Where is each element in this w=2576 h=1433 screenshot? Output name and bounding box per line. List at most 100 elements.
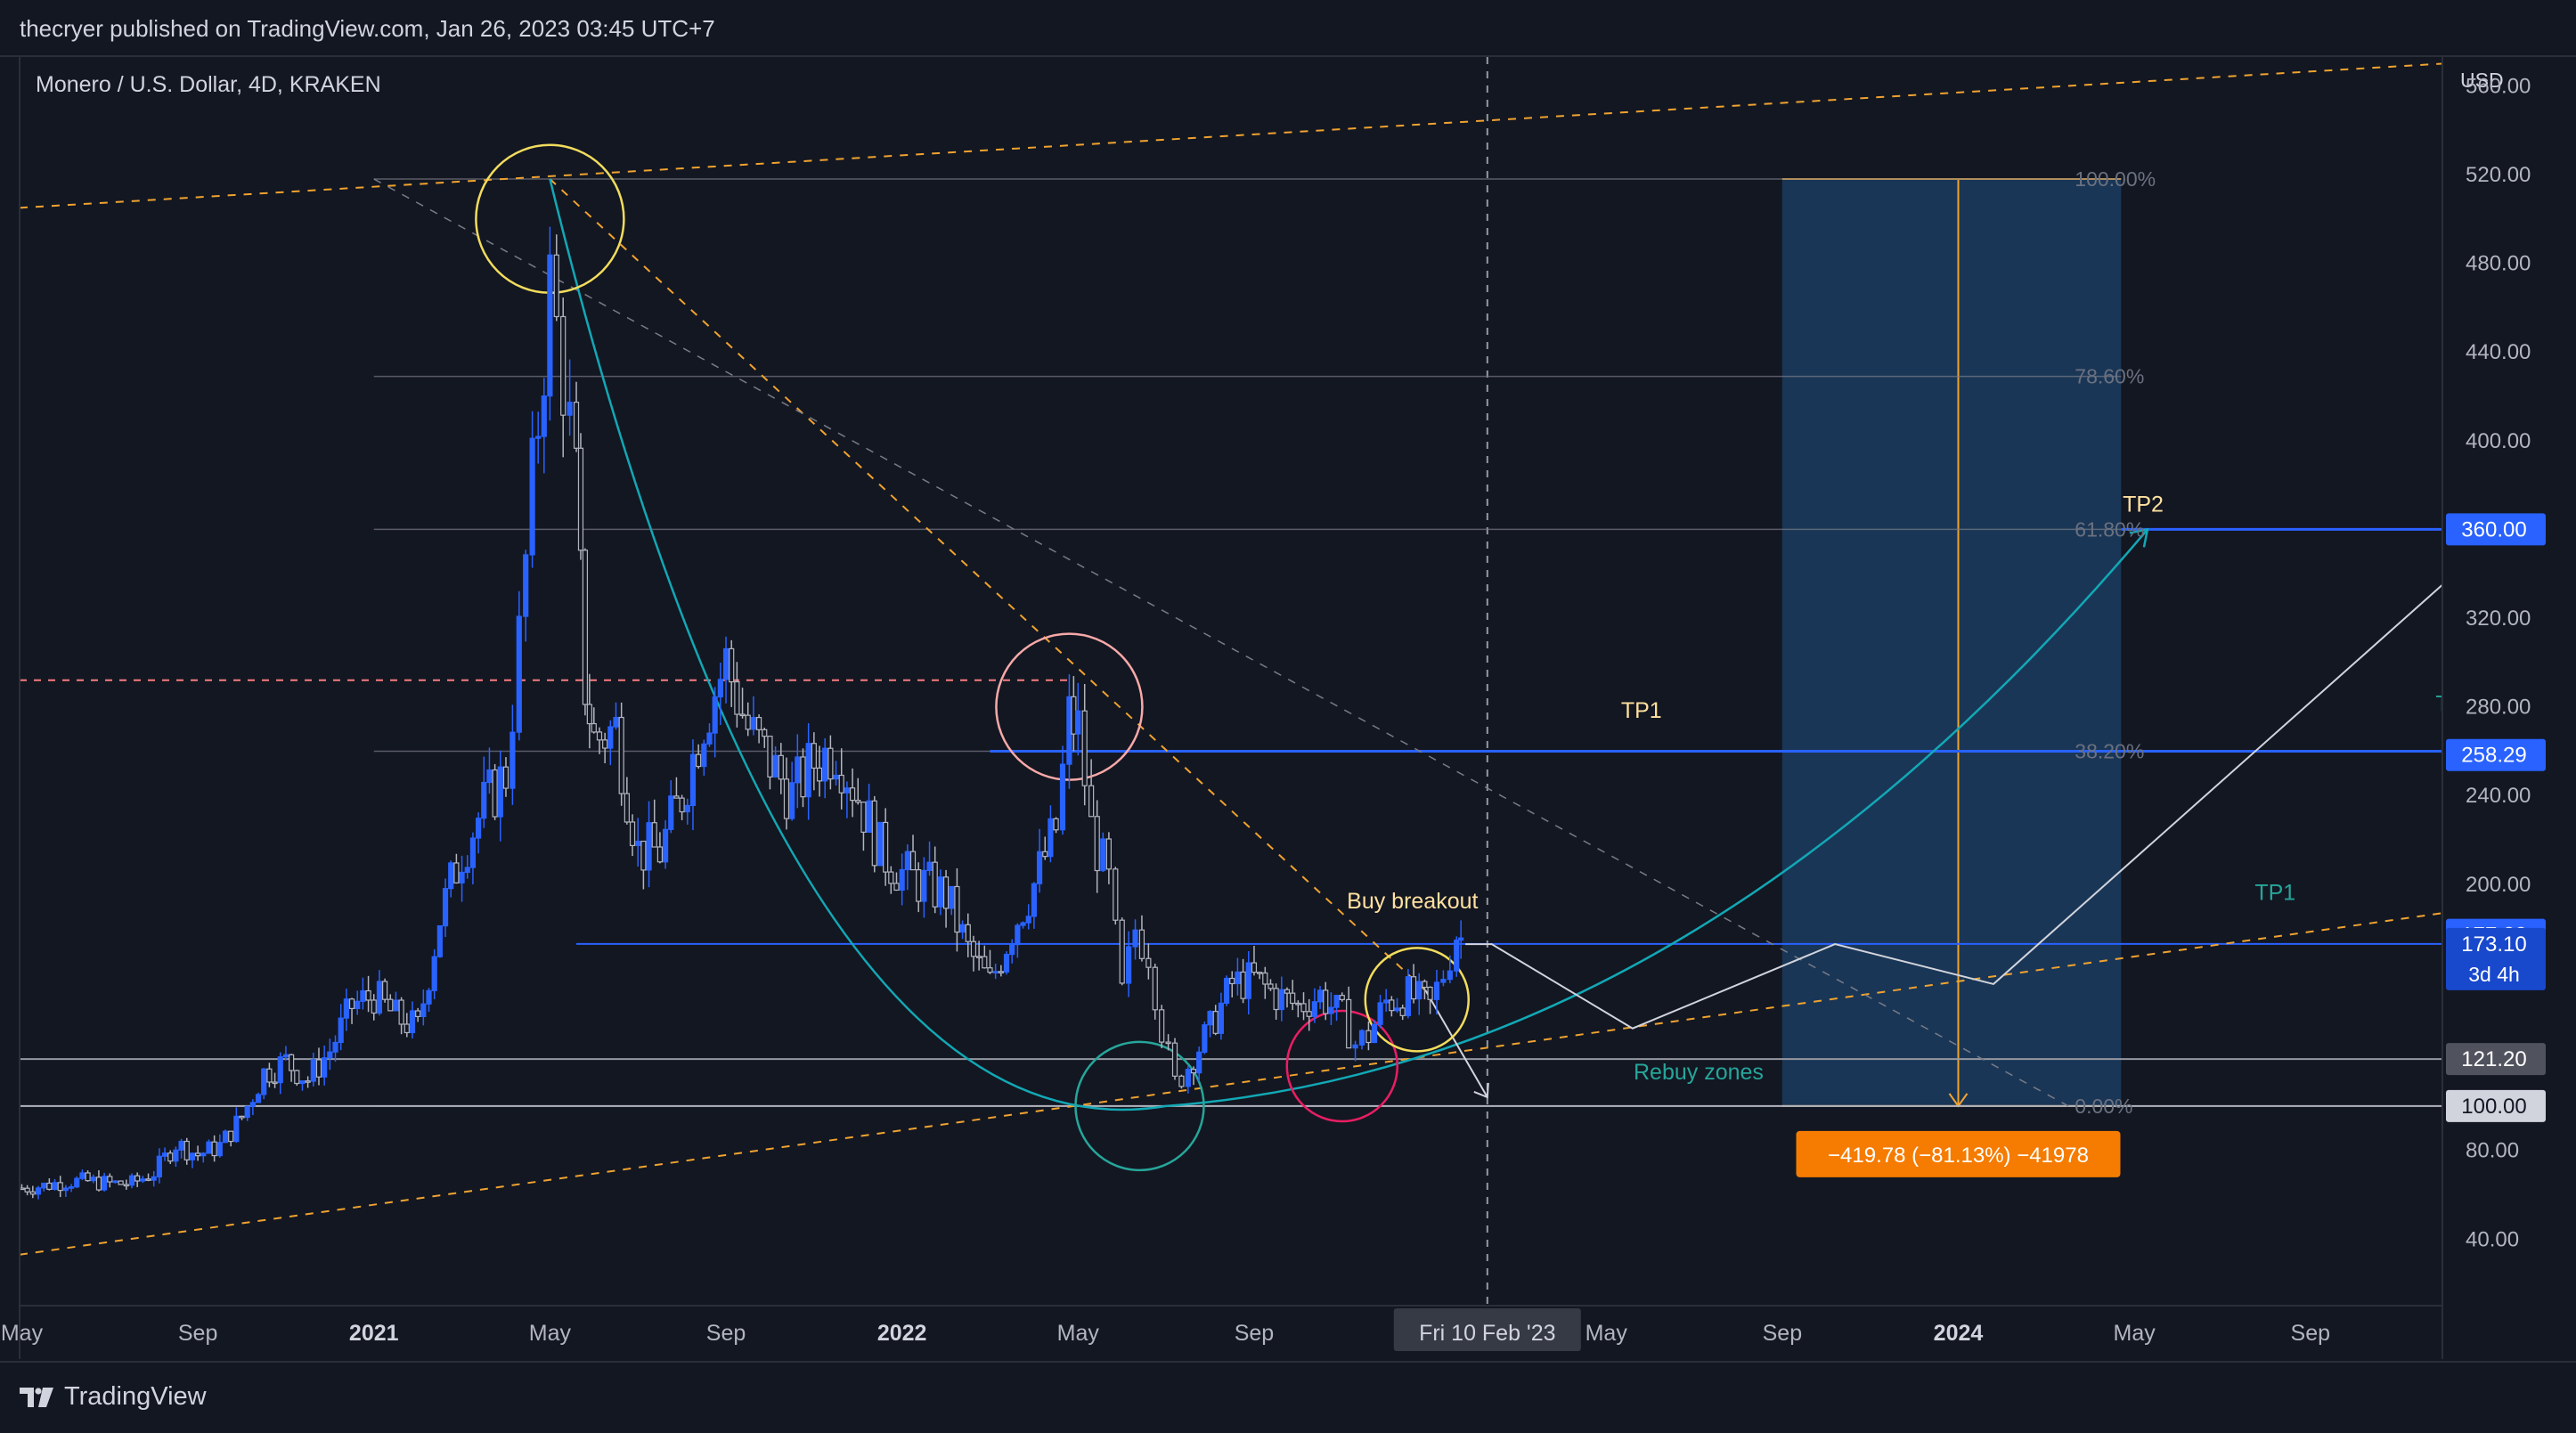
fib-level-label: 38.20%: [2075, 739, 2144, 762]
candle-body: [95, 1177, 102, 1191]
candle-body: [1284, 989, 1291, 994]
candle-body: [1113, 868, 1119, 921]
time-tick-label: 2021: [349, 1321, 399, 1346]
price-tick-label: 280.00: [2466, 696, 2531, 720]
candle-body: [145, 1178, 151, 1181]
candle-body: [1273, 988, 1279, 1011]
candle-body: [893, 883, 900, 892]
time-tick-label: Sep: [1235, 1321, 1274, 1346]
candle-body: [662, 828, 669, 863]
candle-body: [509, 731, 516, 789]
candle-body: [855, 800, 861, 803]
candle-body: [1300, 1003, 1307, 1013]
candle-body: [502, 766, 509, 789]
candle-body: [679, 797, 685, 813]
candle-body: [762, 729, 768, 737]
candle-body: [970, 940, 977, 957]
candle-body: [266, 1068, 273, 1083]
candle-body: [85, 1172, 91, 1182]
candle-body: [684, 804, 690, 813]
candle-body: [1196, 1051, 1202, 1074]
candle-body: [1145, 957, 1152, 968]
candle-body: [1317, 989, 1324, 1003]
candle-body: [299, 1080, 306, 1085]
candle-body: [1416, 981, 1423, 1000]
candle-body: [722, 647, 730, 680]
candle-body: [949, 885, 955, 909]
candle-body: [79, 1172, 86, 1179]
publish-info: thecryer published on TradingView.com, J…: [20, 15, 715, 42]
candle-body: [772, 754, 779, 778]
candle-body: [255, 1094, 262, 1103]
candle-body: [1333, 995, 1340, 1008]
candle-body: [547, 254, 553, 397]
candle-body: [140, 1178, 146, 1182]
candle-body: [453, 862, 460, 883]
measure-label: −419.78 (−81.13%) −41978: [1828, 1144, 2089, 1168]
candle-body: [582, 550, 589, 705]
candle-body: [216, 1142, 223, 1157]
candle-body: [1223, 977, 1230, 1004]
candle-body: [62, 1187, 69, 1192]
candle-body: [239, 1115, 245, 1119]
chart-annotation: TP1: [1621, 698, 1662, 723]
candle-body: [523, 554, 529, 617]
candle-body: [1025, 916, 1031, 924]
candle-body: [112, 1180, 118, 1184]
chart-title: Monero / U.S. Dollar, 4D, KRAKEN: [36, 72, 381, 97]
candle-body: [167, 1152, 174, 1162]
candle-body: [1100, 838, 1106, 872]
candle-body: [596, 731, 603, 741]
candle-body: [1009, 943, 1015, 956]
candle-body: [332, 1041, 338, 1053]
candle-body: [1306, 1011, 1312, 1017]
candle-body: [613, 716, 619, 728]
time-tick-label: Sep: [1763, 1321, 1802, 1346]
time-tick-label: Sep: [706, 1321, 746, 1346]
candle-body: [795, 756, 801, 784]
candle-body: [381, 981, 388, 1000]
price-axis[interactable]: USD 40.00 80.00 200.00 240.00 280.00 320.00 400…: [2441, 57, 2576, 1359]
candle-body: [398, 999, 404, 1025]
price-chart[interactable]: −419.78 (−81.13%) −41978 100.00% 78.60% 61.…: [0, 57, 2576, 1361]
candle-body: [573, 402, 580, 449]
tradingview-logo[interactable]: TradingView: [20, 1382, 207, 1412]
candle-body: [954, 885, 960, 933]
candle-body: [689, 753, 697, 807]
time-axis[interactable]: May Sep 2021 May Sep 2022 May Sep May Sep 2024 May S…: [1, 57, 2442, 1359]
candle-body: [591, 722, 597, 733]
price-badge-label: 121.20: [2461, 1047, 2526, 1071]
down-arrow-line: [1424, 989, 1488, 1098]
candle-body: [937, 876, 943, 908]
candle-body: [1081, 710, 1088, 786]
measure-badge: [1796, 1130, 2121, 1177]
candle-body: [57, 1182, 63, 1192]
price-badge: [2446, 738, 2546, 771]
time-tick-label: 2022: [877, 1321, 927, 1346]
candle-body: [1405, 976, 1411, 1016]
price-tick-label: 200.00: [2466, 873, 2531, 897]
tradingview-logo-icon: [20, 1387, 53, 1407]
fib-level-label: 100.00%: [2075, 167, 2156, 191]
candle-body: [586, 704, 592, 725]
price-badge: [2446, 1043, 2546, 1076]
fib-level-label: 78.60%: [2075, 365, 2144, 388]
candle-body: [355, 1000, 361, 1010]
price-axis-unit: USD: [2460, 69, 2504, 92]
candle-body: [1433, 981, 1440, 1000]
candle-body: [338, 1017, 344, 1044]
chart-annotation: Rebuy zones: [1634, 1060, 1764, 1085]
candle-body: [1071, 696, 1077, 735]
time-tick-label: May: [529, 1321, 572, 1346]
candle-body: [1352, 1044, 1358, 1049]
candle-body: [651, 822, 657, 848]
candle-body: [492, 769, 498, 818]
candle-body: [1422, 981, 1428, 989]
candle-body: [1207, 1011, 1213, 1026]
candle-body: [1440, 979, 1447, 983]
candle-body: [1185, 1069, 1191, 1087]
price-badge: [2446, 1089, 2546, 1122]
price-tick-label: 240.00: [2466, 784, 2531, 808]
crosshair-date-badge: [1393, 1308, 1581, 1351]
candle-body: [1454, 940, 1460, 972]
